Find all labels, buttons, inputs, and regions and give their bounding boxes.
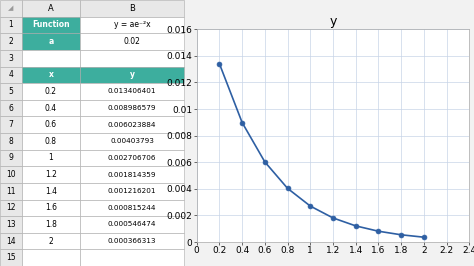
Text: 0.000815244: 0.000815244 [108, 205, 156, 211]
Text: a: a [48, 37, 54, 46]
FancyBboxPatch shape [0, 117, 22, 133]
Text: 2: 2 [9, 37, 13, 46]
Text: 0.013406401: 0.013406401 [108, 88, 156, 94]
FancyBboxPatch shape [80, 33, 184, 50]
FancyBboxPatch shape [22, 16, 80, 33]
FancyBboxPatch shape [80, 0, 184, 16]
Text: 0.006023884: 0.006023884 [108, 122, 156, 128]
Text: 2: 2 [48, 236, 53, 246]
Text: 0.02: 0.02 [124, 37, 140, 46]
Text: 11: 11 [6, 187, 16, 196]
FancyBboxPatch shape [80, 200, 184, 216]
Text: 0.000366313: 0.000366313 [108, 238, 156, 244]
Text: 1.8: 1.8 [45, 220, 57, 229]
Text: 4: 4 [9, 70, 13, 79]
Text: 5: 5 [9, 87, 13, 96]
FancyBboxPatch shape [22, 200, 80, 216]
Text: 1: 1 [48, 153, 53, 163]
Text: 0.00403793: 0.00403793 [110, 138, 154, 144]
FancyBboxPatch shape [0, 166, 22, 183]
Text: 0.000546474: 0.000546474 [108, 221, 156, 227]
FancyBboxPatch shape [0, 200, 22, 216]
FancyBboxPatch shape [80, 133, 184, 149]
Text: 13: 13 [6, 220, 16, 229]
FancyBboxPatch shape [22, 83, 80, 100]
FancyBboxPatch shape [0, 33, 22, 50]
FancyBboxPatch shape [22, 166, 80, 183]
FancyBboxPatch shape [22, 100, 80, 117]
Text: 7: 7 [9, 120, 13, 129]
Text: 0.008986579: 0.008986579 [108, 105, 156, 111]
FancyBboxPatch shape [0, 16, 22, 33]
FancyBboxPatch shape [22, 133, 80, 149]
Text: 6: 6 [9, 103, 13, 113]
Text: 0.001814359: 0.001814359 [108, 172, 156, 178]
FancyBboxPatch shape [22, 117, 80, 133]
FancyBboxPatch shape [80, 250, 184, 266]
Text: 10: 10 [6, 170, 16, 179]
Text: x: x [48, 70, 53, 79]
Text: 15: 15 [6, 253, 16, 262]
Text: 0.2: 0.2 [45, 87, 57, 96]
Title: y: y [329, 15, 337, 28]
FancyBboxPatch shape [22, 0, 80, 16]
FancyBboxPatch shape [0, 250, 22, 266]
Text: 1: 1 [9, 20, 13, 30]
Text: 1.6: 1.6 [45, 203, 57, 212]
Text: 1.4: 1.4 [45, 187, 57, 196]
FancyBboxPatch shape [80, 183, 184, 200]
Text: 0.001216201: 0.001216201 [108, 188, 156, 194]
Text: ◢: ◢ [9, 5, 14, 11]
FancyBboxPatch shape [0, 50, 22, 66]
FancyBboxPatch shape [0, 0, 22, 16]
FancyBboxPatch shape [80, 149, 184, 166]
Text: 12: 12 [6, 203, 16, 212]
FancyBboxPatch shape [22, 250, 80, 266]
FancyBboxPatch shape [80, 16, 184, 33]
FancyBboxPatch shape [0, 66, 22, 83]
Text: 0.4: 0.4 [45, 103, 57, 113]
FancyBboxPatch shape [22, 66, 80, 83]
Text: 9: 9 [9, 153, 13, 163]
Text: 14: 14 [6, 236, 16, 246]
Text: y = ae⁻²x: y = ae⁻²x [114, 20, 150, 30]
FancyBboxPatch shape [80, 166, 184, 183]
Text: B: B [129, 4, 135, 13]
FancyBboxPatch shape [80, 100, 184, 117]
Text: 0.002706706: 0.002706706 [108, 155, 156, 161]
FancyBboxPatch shape [80, 117, 184, 133]
FancyBboxPatch shape [22, 216, 80, 233]
FancyBboxPatch shape [22, 233, 80, 250]
FancyBboxPatch shape [0, 83, 22, 100]
Text: Function: Function [32, 20, 70, 30]
Text: 1.2: 1.2 [45, 170, 57, 179]
FancyBboxPatch shape [80, 66, 184, 83]
FancyBboxPatch shape [80, 216, 184, 233]
FancyBboxPatch shape [22, 183, 80, 200]
FancyBboxPatch shape [0, 216, 22, 233]
Text: A: A [48, 4, 54, 13]
FancyBboxPatch shape [0, 183, 22, 200]
Text: 0.8: 0.8 [45, 137, 57, 146]
FancyBboxPatch shape [80, 50, 184, 66]
FancyBboxPatch shape [22, 50, 80, 66]
FancyBboxPatch shape [0, 133, 22, 149]
FancyBboxPatch shape [0, 149, 22, 166]
Text: 3: 3 [9, 54, 13, 63]
Text: 8: 8 [9, 137, 13, 146]
Text: 0.6: 0.6 [45, 120, 57, 129]
FancyBboxPatch shape [80, 83, 184, 100]
FancyBboxPatch shape [0, 100, 22, 117]
Text: y: y [129, 70, 135, 79]
FancyBboxPatch shape [22, 149, 80, 166]
FancyBboxPatch shape [0, 233, 22, 250]
FancyBboxPatch shape [22, 33, 80, 50]
FancyBboxPatch shape [80, 233, 184, 250]
